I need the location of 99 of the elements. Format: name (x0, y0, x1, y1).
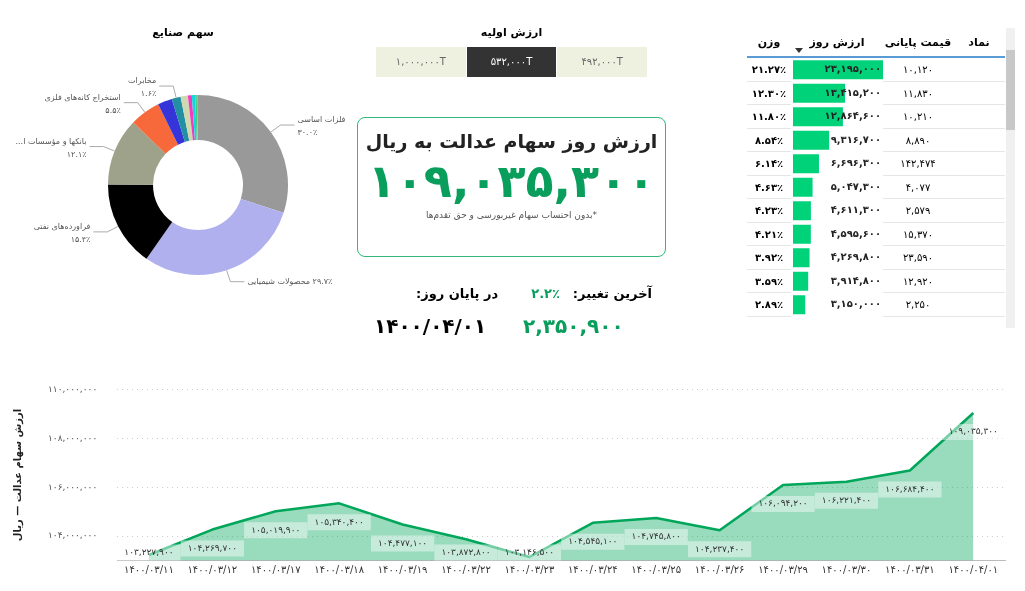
chart-title: سهم صنایع (151, 26, 215, 39)
y-tick-label: ۱۱۰,۰۰۰,۰۰۰ (47, 383, 98, 394)
data-label: ۶,۶۹۶,۳۰۰ (830, 157, 881, 169)
x-tick-label: ۱۴۰۰/۰۳/۲۴ (567, 564, 618, 576)
data-label: ۱۲.۱٪ (66, 149, 87, 159)
text: ۲.۲٪ (531, 286, 560, 301)
bar (793, 201, 811, 221)
data-label: ۴,۶۱۱,۳۰۰ (830, 204, 881, 216)
slice-label: بانکها و مؤسسات ا... (15, 136, 87, 146)
text: ۲,۲۵۰ (883, 293, 953, 317)
data-label: ۳,۹۱۴,۸۰۰ (830, 274, 881, 286)
bar (793, 248, 810, 268)
text: ۱۴۰۰/۰۴/۰۱ (374, 314, 487, 338)
x-tick-label: ۱۴۰۰/۰۳/۳۱ (885, 564, 935, 576)
y-tick-label: ۱۰۶,۰۰۰,۰۰۰ (47, 481, 98, 492)
data-label: ۱۰۴,۵۴۵,۱۰۰ (568, 536, 618, 547)
x-tick-label: ۱۴۰۰/۰۳/۲۹ (758, 564, 808, 576)
text: ۲,۳۵۰,۹۰۰ (523, 314, 624, 338)
text: آخرین تغییر: (572, 286, 652, 301)
data-label: ۹,۳۱۶,۷۰۰ (830, 133, 881, 145)
data-label: ۱۰۳,۸۷۲,۸۰۰ (441, 546, 491, 557)
data-label: ۱۰۴,۷۴۵,۸۰۰ (631, 531, 681, 542)
text: قیمت پایانی (883, 28, 953, 58)
bar (793, 224, 811, 244)
text: ۱۱,۸۳۰ (883, 81, 953, 105)
data-label: ۴,۵۹۵,۶۰۰ (830, 227, 881, 239)
text: در پایان روز: (416, 286, 499, 301)
x-tick-label: ۱۴۰۰/۰۳/۲۳ (504, 564, 555, 576)
data-label: ۱.۶٪ (140, 89, 157, 99)
text: ۱۰,۱۲۰ (883, 58, 953, 82)
chart-title: ارزش روز (791, 28, 883, 58)
data-label: ۴,۲۶۹,۸۰۰ (830, 251, 881, 263)
text: ۳.۹۲٪ (747, 246, 791, 270)
text: ۴.۲۳٪ (747, 199, 791, 223)
slice-label: استخراج کانه‌های فلزی (44, 92, 121, 102)
x-tick-label: ۱۴۰۰/۰۳/۱۷ (250, 564, 302, 576)
x-tick-label: ۱۴۰۰/۰۳/۲۵ (631, 564, 682, 576)
text: *بدون احتساب سهام غیربورسی و حق تقدم‌ها (424, 210, 599, 220)
text: نماد (953, 28, 1005, 58)
bar (793, 295, 806, 315)
x-tick-label: ۱۴۰۰/۰۳/۱۹ (377, 564, 428, 576)
text: ۱۴۲,۴۷۴ (883, 152, 953, 176)
slice-label: فلزات اساسی (297, 115, 346, 125)
text: ۱۰۹,۰۳۵,۳۰۰ (366, 153, 657, 210)
x-tick-label: ۱۴۰۰/۰۳/۱۱ (124, 564, 174, 576)
data-label: ۳۰.۰٪ (297, 128, 318, 138)
y-tick-label: ۱۰۴,۰۰۰,۰۰۰ (47, 530, 98, 541)
text: ارزش اولیه (479, 26, 544, 39)
slice-label: ۲۹.۷٪ محصولات شیمیایی (247, 276, 333, 286)
text: ۱۲.۳۰٪ (747, 81, 791, 105)
x-tick-label: ۱۴۰۰/۰۳/۱۸ (314, 564, 365, 576)
text: ۵۳۲,۰۰۰T (466, 47, 557, 77)
bar (793, 60, 883, 80)
text: وزن (747, 28, 791, 58)
data-label: ۱۰۴,۲۶۹,۷۰۰ (187, 542, 237, 553)
y-axis-title: ارزش سهام عدالت — ریال (11, 408, 24, 542)
text: ۲.۸۹٪ (747, 293, 791, 317)
x-tick-label: ۱۴۰۰/۰۳/۳۰ (821, 564, 872, 576)
slice-label: مخابرات (127, 76, 157, 86)
bar (793, 177, 813, 197)
data-label: ۱۰۵,۳۴۰,۴۰۰ (314, 516, 364, 527)
x-tick-label: ۱۴۰۰/۰۳/۲۲ (441, 564, 491, 576)
data-label: ۱۰۴,۴۷۷,۱۰۰ (377, 537, 428, 548)
text: ۱,۰۰۰,۰۰۰T (376, 47, 466, 77)
text: ۴.۶۳٪ (747, 175, 791, 199)
x-tick-label: ۱۴۰۰/۰۴/۰۱ (948, 564, 999, 576)
text: ۱۰,۲۱۰ (883, 105, 953, 129)
text: ۱۵,۳۷۰ (883, 222, 953, 246)
text: ۸,۸۹۰ (883, 128, 953, 152)
text: ۱۲,۹۲۰ (883, 269, 953, 293)
text: ۴,۰۷۷ (883, 175, 953, 199)
data-label: ۱۰۶,۶۸۴,۴۰۰ (885, 483, 935, 494)
x-tick-label: ۱۴۰۰/۰۳/۱۲ (187, 564, 238, 576)
bar (793, 130, 830, 150)
data-label: ۵,۰۴۷,۳۰۰ (830, 180, 881, 192)
text: ۲,۵۷۹ (883, 199, 953, 223)
data-label: ۲۳,۱۹۵,۰۰۰ (824, 63, 881, 75)
text: ۴۹۲,۰۰۰T (557, 47, 648, 77)
data-label: ۱۵.۴٪ (70, 234, 91, 244)
text: ۲۳,۵۹۰ (883, 246, 953, 270)
data-label: ۱۰۳,۱۴۶,۵۰۰ (504, 546, 555, 557)
text: ۴.۲۱٪ (747, 222, 791, 246)
x-tick-label: ۱۴۰۰/۰۳/۲۶ (694, 564, 745, 576)
text: ۶.۱۴٪ (747, 152, 791, 176)
text: ۸.۵۴٪ (747, 128, 791, 152)
text: ارزش روز سهام عدالت به ریال (364, 130, 659, 152)
text: ۲۱.۲۷٪ (747, 58, 791, 82)
data-label: ۱۰۶,۰۹۴,۲۰۰ (758, 498, 808, 509)
text: ۱۱.۸۰٪ (747, 105, 791, 129)
y-tick-label: ۱۰۸,۰۰۰,۰۰۰ (47, 432, 98, 443)
data-label: ۳,۱۵۰,۰۰۰ (830, 298, 881, 310)
data-label: ۱۰۴,۲۳۷,۴۰۰ (695, 543, 745, 554)
slice-label: فراورده‌های نفتی (33, 221, 91, 231)
data-label: ۱۰۶,۲۲۱,۴۰۰ (821, 495, 872, 506)
data-label: ۱۰۵,۰۱۹,۹۰۰ (251, 524, 301, 535)
bar (793, 154, 819, 174)
data-label: ۵.۵٪ (105, 105, 121, 115)
bar (793, 271, 809, 291)
text: ۳.۵۹٪ (747, 269, 791, 293)
